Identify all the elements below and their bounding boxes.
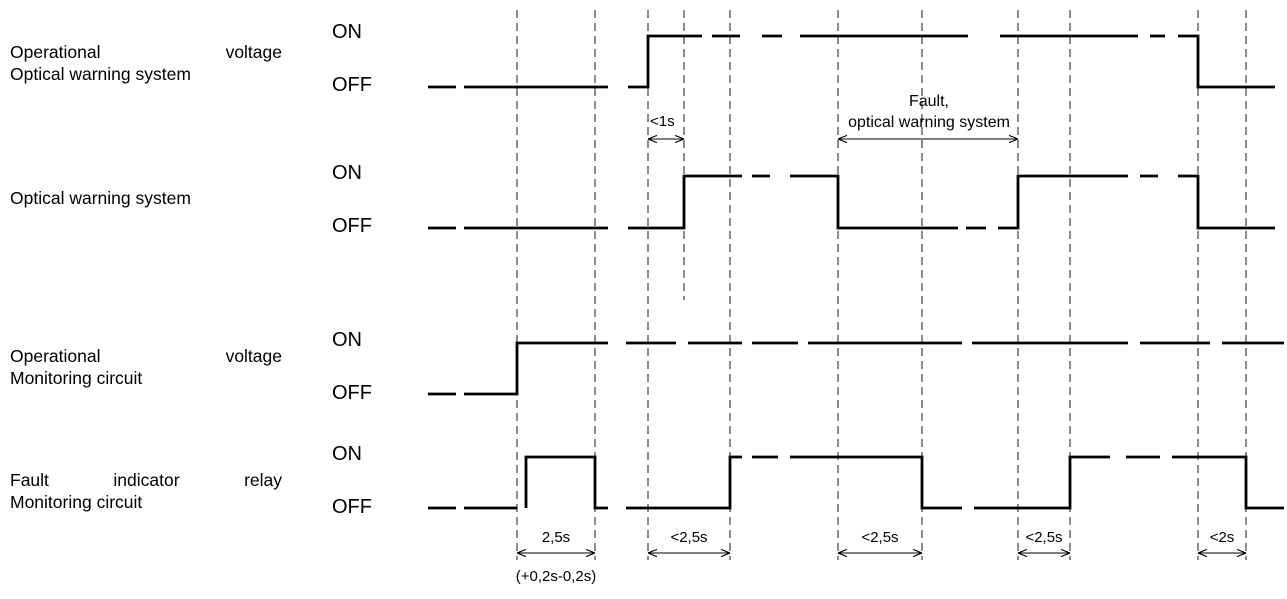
state-off-label: OFF — [332, 382, 372, 404]
state-on-label: ON — [332, 329, 362, 351]
dim-label-lt2-5s-a: <2,5s — [670, 529, 707, 546]
signal-label-word: relay — [244, 470, 282, 490]
signal-label-line2: Optical warning system — [10, 64, 191, 84]
state-on-label: ON — [332, 443, 362, 465]
dim-label-lt1s: <1s — [650, 113, 675, 130]
waveform-relay — [428, 455, 1284, 510]
fault-label-line2: optical warning system — [848, 114, 1010, 131]
signal-label-line2: Monitoring circuit — [10, 368, 143, 388]
waveform-opvoltage-mc — [428, 341, 1284, 396]
signal-label-word: indicator — [113, 470, 180, 490]
state-on-label: ON — [332, 162, 362, 184]
dim-label-2-5s: 2,5s — [542, 529, 570, 546]
dim-label-lt2s: <2s — [1210, 529, 1235, 546]
signal-label-word: voltage — [225, 42, 282, 62]
signal-label-ows: Optical warning system — [10, 187, 282, 209]
signal-label-line1: Fault indicator relay — [10, 469, 282, 491]
state-on-label: ON — [332, 21, 362, 43]
waveform-ows — [428, 174, 1275, 230]
dim-label-lt2-5s-b: <2,5s — [861, 529, 898, 546]
state-off-label: OFF — [332, 74, 372, 96]
time-markers — [516, 10, 1247, 560]
dim-label-tolerance: (+0,2s-0,2s) — [516, 568, 596, 585]
signal-label-line1: Operational voltage — [10, 345, 282, 367]
fault-label-line1: Fault, — [909, 93, 949, 110]
signal-label-opvoltage-mc: Operational voltage Monitoring circuit — [10, 345, 282, 389]
signal-label-relay: Fault indicator relay Monitoring circuit — [10, 469, 282, 513]
signal-label-line1: Optical warning system — [10, 188, 191, 208]
signal-label-word: voltage — [225, 346, 282, 366]
state-off-label: OFF — [332, 496, 372, 518]
signal-label-word: Operational — [10, 346, 101, 366]
signal-label-opvoltage-ows: Operational voltage Optical warning syst… — [10, 41, 282, 85]
dim-label-lt2-5s-c: <2,5s — [1025, 529, 1062, 546]
signal-label-line2: Monitoring circuit — [10, 492, 143, 512]
signal-label-line1: Operational voltage — [10, 41, 282, 63]
state-off-label: OFF — [332, 215, 372, 237]
signal-label-word: Operational — [10, 42, 101, 62]
waveform-opvoltage-ows — [428, 34, 1275, 89]
signal-label-word: Fault — [10, 470, 49, 490]
